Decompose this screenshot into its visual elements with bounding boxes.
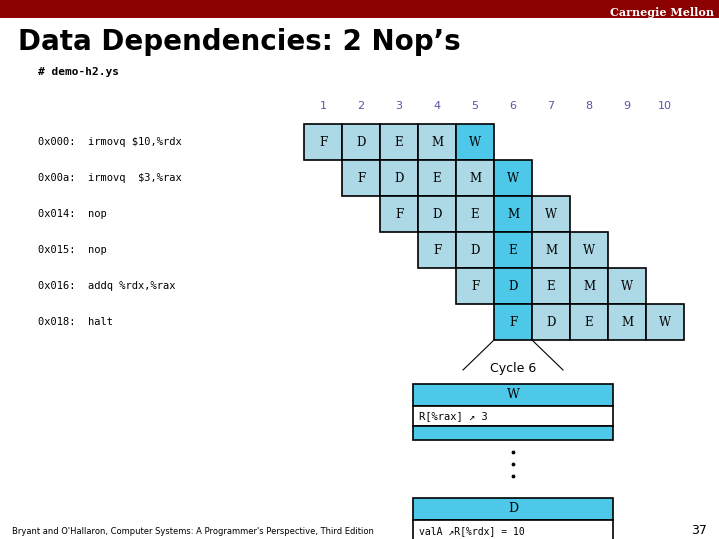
Text: 0x000:  irmovq $10,%rdx: 0x000: irmovq $10,%rdx [38, 137, 182, 147]
Bar [608, 304, 646, 340]
Text: D: D [394, 171, 403, 184]
Bar [532, 196, 570, 232]
Bar [532, 268, 570, 304]
Text: M: M [621, 315, 633, 328]
Text: 0x00a:  irmovq  $3,%rax: 0x00a: irmovq $3,%rax [38, 173, 182, 183]
Text: M: M [507, 208, 519, 220]
Text: R[%rax] ↗ 3: R[%rax] ↗ 3 [419, 411, 487, 421]
Text: 4: 4 [434, 101, 441, 111]
Text: F: F [471, 280, 479, 293]
Text: 1: 1 [319, 101, 326, 111]
Bar [413, 406, 613, 426]
Text: valA ↗R[%rdx] = 10: valA ↗R[%rdx] = 10 [419, 526, 525, 536]
Bar [494, 196, 532, 232]
Bar [380, 196, 418, 232]
Bar [494, 268, 532, 304]
Bar [413, 520, 613, 539]
Text: F: F [509, 315, 517, 328]
Text: M: M [583, 280, 595, 293]
Text: Bryant and O'Hallaron, Computer Systems: A Programmer's Perspective, Third Editi: Bryant and O'Hallaron, Computer Systems:… [12, 527, 374, 536]
Bar [570, 268, 608, 304]
Text: D: D [432, 208, 441, 220]
Bar [418, 196, 456, 232]
Bar [532, 232, 570, 268]
Text: Carnegie Mellon: Carnegie Mellon [610, 8, 714, 18]
Text: 9: 9 [623, 101, 631, 111]
Text: W: W [507, 389, 519, 402]
Text: 6: 6 [510, 101, 516, 111]
Text: E: E [433, 171, 441, 184]
Text: 10: 10 [658, 101, 672, 111]
Text: 5: 5 [472, 101, 479, 111]
Text: W: W [583, 244, 595, 257]
Bar [380, 124, 418, 160]
Text: E: E [585, 315, 593, 328]
Text: W: W [621, 280, 633, 293]
Bar [0, 0, 719, 18]
Text: 0x018:  halt: 0x018: halt [38, 317, 113, 327]
Text: 8: 8 [585, 101, 592, 111]
Text: W: W [545, 208, 557, 220]
Text: E: E [508, 244, 517, 257]
Text: W: W [659, 315, 671, 328]
Bar [646, 304, 684, 340]
Bar [570, 232, 608, 268]
Text: 37: 37 [691, 524, 707, 537]
Text: 0x016:  addq %rdx,%rax: 0x016: addq %rdx,%rax [38, 281, 175, 291]
Bar [456, 196, 494, 232]
Bar [494, 160, 532, 196]
Text: M: M [431, 135, 443, 149]
Text: 3: 3 [395, 101, 403, 111]
Bar [380, 160, 418, 196]
Text: Data Dependencies: 2 Nop’s: Data Dependencies: 2 Nop’s [18, 28, 461, 56]
Bar [304, 124, 342, 160]
Text: E: E [471, 208, 480, 220]
Bar [570, 304, 608, 340]
Text: F: F [319, 135, 327, 149]
Text: F: F [433, 244, 441, 257]
Text: D: D [546, 315, 556, 328]
Bar [413, 384, 613, 406]
Text: E: E [546, 280, 555, 293]
Bar [456, 160, 494, 196]
Bar [418, 124, 456, 160]
Text: F: F [357, 171, 365, 184]
Bar [456, 124, 494, 160]
Text: 7: 7 [547, 101, 554, 111]
Text: M: M [469, 171, 481, 184]
Text: D: D [357, 135, 366, 149]
Text: 0x015:  nop: 0x015: nop [38, 245, 106, 255]
Text: D: D [470, 244, 480, 257]
Bar [413, 426, 613, 440]
Bar [494, 304, 532, 340]
Bar [418, 232, 456, 268]
Text: # demo-h2.ys: # demo-h2.ys [38, 67, 119, 77]
Bar [342, 124, 380, 160]
Text: D: D [508, 502, 518, 515]
Text: 0x014:  nop: 0x014: nop [38, 209, 106, 219]
Bar [413, 498, 613, 520]
Bar [494, 232, 532, 268]
Text: W: W [469, 135, 481, 149]
Text: Error: Error [0, 538, 1, 539]
Text: D: D [508, 280, 518, 293]
Bar [342, 160, 380, 196]
Text: F: F [395, 208, 403, 220]
Bar [456, 232, 494, 268]
Text: E: E [395, 135, 403, 149]
Text: M: M [545, 244, 557, 257]
Text: W: W [507, 171, 519, 184]
Bar [418, 160, 456, 196]
Bar [532, 304, 570, 340]
Bar [608, 268, 646, 304]
Text: 2: 2 [357, 101, 365, 111]
Text: Cycle 6: Cycle 6 [490, 362, 536, 375]
Bar [456, 268, 494, 304]
